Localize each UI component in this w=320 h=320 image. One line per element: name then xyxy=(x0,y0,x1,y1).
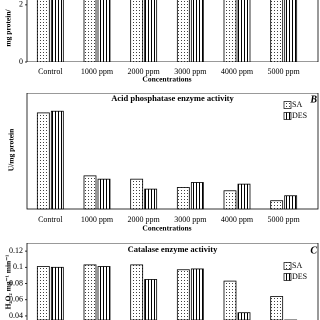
bar xyxy=(176,0,190,62)
x-tick-label: 5000 ppm xyxy=(268,215,301,224)
x-tick-label: 4000 ppm xyxy=(221,67,254,76)
y-axis-label: H₂O₂ mg⁻¹ min⁻¹ xyxy=(4,255,13,310)
bar xyxy=(144,279,158,320)
bar xyxy=(83,0,97,62)
y-tick-label: 0.08 xyxy=(9,278,23,287)
x-tick-label: 1000 ppm xyxy=(81,67,114,76)
x-tick-label: 1000 ppm xyxy=(81,215,114,224)
y-tick-label: 0.12 xyxy=(9,246,23,255)
bar xyxy=(97,0,111,62)
bar xyxy=(36,266,50,320)
x-tick-label: 3000 ppm xyxy=(174,67,207,76)
bar xyxy=(130,264,144,320)
x-tick-label: Control xyxy=(38,215,63,224)
legend-label: SA xyxy=(292,100,302,109)
legend-swatch xyxy=(283,273,292,281)
panel-label: B xyxy=(309,94,317,105)
bar xyxy=(97,266,111,320)
bar xyxy=(176,187,190,210)
legend-swatch xyxy=(283,262,292,270)
bar xyxy=(50,0,64,62)
legend-label: DES xyxy=(292,111,307,120)
x-tick-label: 2000 ppm xyxy=(128,215,161,224)
legend-label: SA xyxy=(292,261,302,270)
plot-area xyxy=(26,93,319,210)
y-tick-label: 0.04 xyxy=(9,311,23,320)
legend-swatch xyxy=(283,112,292,120)
bar xyxy=(284,0,298,62)
y-tick-label: 0.06 xyxy=(9,295,23,304)
bar xyxy=(130,0,144,62)
chart-title: Acid phosphatase enzyme activity xyxy=(111,93,234,103)
bar xyxy=(83,175,97,210)
y-axis-label: U/mg protein xyxy=(7,128,16,171)
bar xyxy=(270,296,284,320)
bar xyxy=(50,266,64,320)
bar xyxy=(50,110,64,210)
y-axis-label: mg protein/ xyxy=(4,9,13,47)
bar xyxy=(270,200,284,210)
plot-area xyxy=(26,243,319,320)
legend-label: DES xyxy=(292,272,307,281)
chart-title: Catalase enzyme activity xyxy=(128,244,218,254)
bar xyxy=(36,0,50,62)
bar xyxy=(144,188,158,210)
legend-swatch xyxy=(283,101,292,109)
plot-frame xyxy=(26,0,319,62)
bar xyxy=(237,183,251,210)
plot-frame xyxy=(26,93,319,210)
panel-label: C xyxy=(310,245,317,256)
plot-frame xyxy=(26,243,319,320)
bar xyxy=(176,269,190,320)
x-axis-label: Concentrations xyxy=(142,224,191,233)
bar xyxy=(237,312,251,320)
bar xyxy=(36,112,50,210)
bar xyxy=(190,268,204,320)
bar xyxy=(223,280,237,320)
y-tick-label: 0 xyxy=(19,57,23,66)
x-tick-label: 3000 ppm xyxy=(174,215,207,224)
bar xyxy=(284,195,298,210)
bar xyxy=(223,190,237,210)
bar xyxy=(223,0,237,62)
x-axis-label: Concentrations xyxy=(142,75,191,84)
bar xyxy=(97,178,111,210)
x-tick-label: 2000 ppm xyxy=(128,67,161,76)
y-tick-label: 0.1 xyxy=(13,262,23,271)
bar xyxy=(190,0,204,62)
bar xyxy=(190,182,204,210)
bar xyxy=(144,0,158,62)
x-tick-label: 4000 ppm xyxy=(221,215,254,224)
x-tick-label: Control xyxy=(38,67,63,76)
bar xyxy=(130,178,144,210)
bar xyxy=(83,264,97,320)
bar xyxy=(237,0,251,62)
plot-area xyxy=(26,0,319,62)
y-tick-label: 2 xyxy=(19,0,23,9)
bar xyxy=(270,0,284,62)
x-tick-label: 5000 ppm xyxy=(268,67,301,76)
